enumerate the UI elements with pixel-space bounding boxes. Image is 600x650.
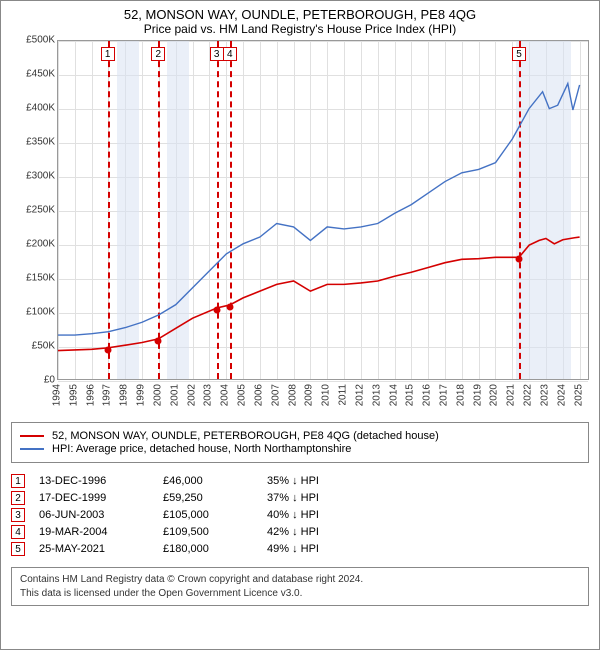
y-tick-label: £150K — [26, 273, 55, 284]
x-tick-label: 2023 — [539, 384, 550, 406]
footer-line-1: Contains HM Land Registry data © Crown c… — [20, 573, 580, 587]
data-point — [155, 337, 162, 344]
row-price: £105,000 — [163, 509, 253, 521]
legend-swatch-1 — [20, 435, 44, 437]
x-tick-label: 2016 — [422, 384, 433, 406]
table-row: 2 17-DEC-1999 £59,250 37% ↓ HPI — [11, 491, 589, 505]
series-line — [58, 84, 580, 336]
y-axis: £0£50K£100K£150K£200K£250K£300K£350K£400… — [11, 40, 57, 380]
x-tick-label: 2014 — [388, 384, 399, 406]
x-tick-label: 2005 — [237, 384, 248, 406]
y-tick-label: £200K — [26, 239, 55, 250]
x-tick-label: 2017 — [438, 384, 449, 406]
row-price: £59,250 — [163, 492, 253, 504]
x-tick-label: 1994 — [52, 384, 63, 406]
data-point — [516, 255, 523, 262]
x-tick-label: 2019 — [472, 384, 483, 406]
y-tick-label: £250K — [26, 205, 55, 216]
data-point — [104, 346, 111, 353]
transactions-table: 1 13-DEC-1996 £46,000 35% ↓ HPI 2 17-DEC-1999… — [11, 471, 589, 559]
table-row: 5 25-MAY-2021 £180,000 49% ↓ HPI — [11, 542, 589, 556]
x-tick-label: 2012 — [354, 384, 365, 406]
row-number-box: 3 — [11, 508, 25, 522]
chart-title: 52, MONSON WAY, OUNDLE, PETERBOROUGH, PE… — [11, 7, 589, 22]
table-row: 1 13-DEC-1996 £46,000 35% ↓ HPI — [11, 474, 589, 488]
row-date: 25-MAY-2021 — [39, 543, 149, 555]
x-tick-label: 2010 — [321, 384, 332, 406]
table-row: 4 19-MAR-2004 £109,500 42% ↓ HPI — [11, 525, 589, 539]
x-tick-label: 2021 — [506, 384, 517, 406]
x-tick-label: 2006 — [253, 384, 264, 406]
row-date: 06-JUN-2003 — [39, 509, 149, 521]
y-tick-label: £450K — [26, 69, 55, 80]
x-tick-label: 2024 — [556, 384, 567, 406]
chart-container: 52, MONSON WAY, OUNDLE, PETERBOROUGH, PE… — [0, 0, 600, 650]
row-price: £109,500 — [163, 526, 253, 538]
chart-subtitle: Price paid vs. HM Land Registry's House … — [11, 22, 589, 36]
x-tick-label: 2015 — [405, 384, 416, 406]
row-date: 17-DEC-1999 — [39, 492, 149, 504]
x-tick-label: 2001 — [169, 384, 180, 406]
row-pct: 49% ↓ HPI — [267, 543, 377, 555]
x-tick-label: 2008 — [287, 384, 298, 406]
x-tick-label: 2022 — [523, 384, 534, 406]
line-layer — [58, 41, 588, 379]
legend: 52, MONSON WAY, OUNDLE, PETERBOROUGH, PE… — [11, 422, 589, 463]
marker-number-box: 2 — [151, 47, 165, 61]
data-point — [226, 303, 233, 310]
x-tick-label: 2004 — [220, 384, 231, 406]
x-tick-label: 2025 — [573, 384, 584, 406]
row-pct: 37% ↓ HPI — [267, 492, 377, 504]
x-tick-label: 1999 — [136, 384, 147, 406]
row-date: 13-DEC-1996 — [39, 475, 149, 487]
x-tick-label: 2013 — [371, 384, 382, 406]
x-tick-label: 1995 — [68, 384, 79, 406]
row-price: £46,000 — [163, 475, 253, 487]
series-line — [58, 237, 580, 351]
footer: Contains HM Land Registry data © Crown c… — [11, 567, 589, 606]
row-date: 19-MAR-2004 — [39, 526, 149, 538]
marker-number-box: 1 — [101, 47, 115, 61]
plot-area: 1 2 34 5 — [57, 40, 589, 380]
x-tick-label: 2011 — [338, 384, 349, 406]
x-tick-label: 2009 — [304, 384, 315, 406]
footer-line-2: This data is licensed under the Open Gov… — [20, 587, 580, 601]
x-tick-label: 1998 — [119, 384, 130, 406]
x-tick-label: 2020 — [489, 384, 500, 406]
y-tick-label: £50K — [32, 341, 55, 352]
row-number-box: 4 — [11, 525, 25, 539]
row-pct: 35% ↓ HPI — [267, 475, 377, 487]
y-tick-label: £300K — [26, 171, 55, 182]
y-tick-label: £100K — [26, 307, 55, 318]
row-pct: 40% ↓ HPI — [267, 509, 377, 521]
row-number-box: 2 — [11, 491, 25, 505]
x-tick-label: 2003 — [203, 384, 214, 406]
legend-item-property: 52, MONSON WAY, OUNDLE, PETERBOROUGH, PE… — [20, 430, 580, 442]
y-tick-label: £350K — [26, 137, 55, 148]
marker-number-box: 5 — [512, 47, 526, 61]
x-tick-label: 1996 — [85, 384, 96, 406]
legend-swatch-2 — [20, 448, 44, 450]
row-number-box: 1 — [11, 474, 25, 488]
legend-label-2: HPI: Average price, detached house, Nort… — [52, 443, 351, 455]
x-tick-label: 2018 — [455, 384, 466, 406]
data-point — [213, 306, 220, 313]
marker-number-box: 3 — [210, 47, 224, 61]
x-tick-label: 1997 — [102, 384, 113, 406]
x-tick-label: 2007 — [270, 384, 281, 406]
y-tick-label: £400K — [26, 103, 55, 114]
table-row: 3 06-JUN-2003 £105,000 40% ↓ HPI — [11, 508, 589, 522]
marker-number-box: 4 — [223, 47, 237, 61]
row-price: £180,000 — [163, 543, 253, 555]
chart-area: £0£50K£100K£150K£200K£250K£300K£350K£400… — [11, 40, 589, 420]
row-number-box: 5 — [11, 542, 25, 556]
row-pct: 42% ↓ HPI — [267, 526, 377, 538]
x-tick-label: 2002 — [186, 384, 197, 406]
legend-item-hpi: HPI: Average price, detached house, Nort… — [20, 443, 580, 455]
y-tick-label: £500K — [26, 35, 55, 46]
legend-label-1: 52, MONSON WAY, OUNDLE, PETERBOROUGH, PE… — [52, 430, 439, 442]
x-tick-label: 2000 — [152, 384, 163, 406]
x-axis: 1994199519961997199819992000200120022003… — [57, 380, 589, 420]
